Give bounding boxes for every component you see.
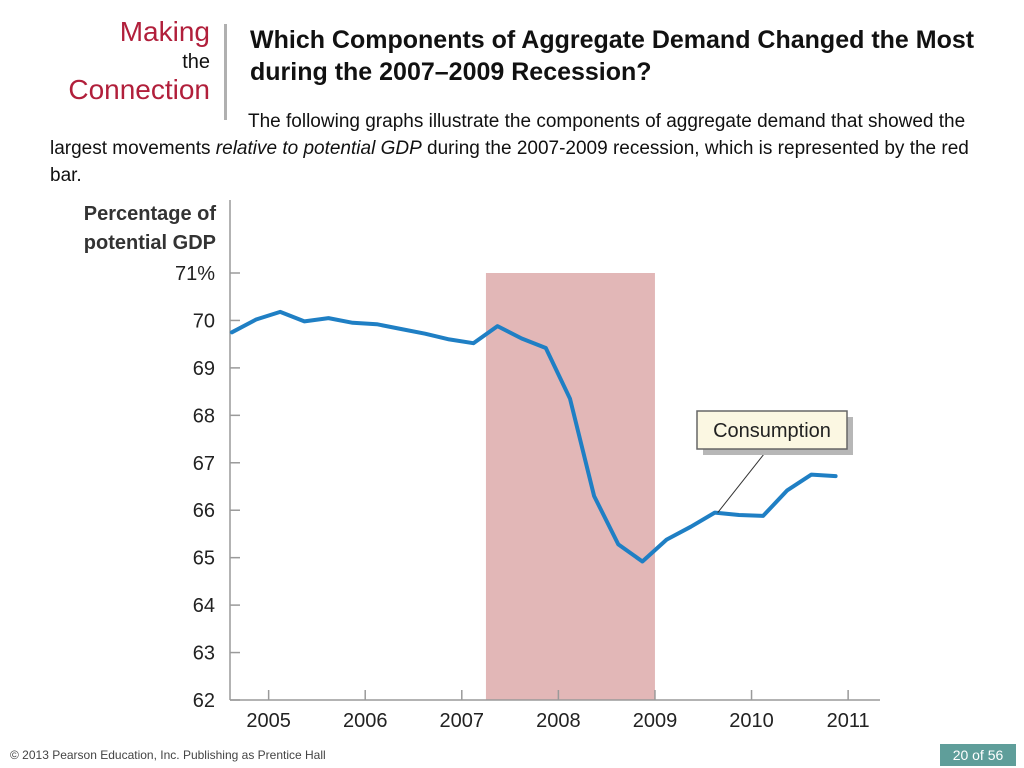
copyright-footer: © 2013 Pearson Education, Inc. Publishin… xyxy=(10,748,326,762)
y-tick-label: 68 xyxy=(193,405,215,427)
y-tick-label: 70 xyxy=(193,310,215,332)
x-tick-label: 2006 xyxy=(343,710,388,732)
y-tick-label: 63 xyxy=(193,643,215,665)
header-divider xyxy=(224,24,227,120)
y-tick-label: 62 xyxy=(193,690,215,712)
x-tick-label: 2005 xyxy=(246,710,291,732)
description-paragraph: The following graphs illustrate the comp… xyxy=(50,108,1005,189)
y-axis-label-line-2: potential GDP xyxy=(84,232,216,254)
x-tick-label: 2011 xyxy=(827,710,870,732)
description-italic: relative to potential GDP xyxy=(215,138,422,159)
slide-title: Which Components of Aggregate Demand Cha… xyxy=(250,26,975,86)
annotation-box xyxy=(696,410,848,450)
annotation-leader-line xyxy=(717,448,769,513)
y-tick-label: 64 xyxy=(193,595,215,617)
x-tick-label: 2008 xyxy=(536,710,581,732)
y-tick-label: 71% xyxy=(175,263,215,285)
connection-label: Connection xyxy=(68,74,210,105)
x-tick-label: 2010 xyxy=(729,710,774,732)
y-tick-label: 69 xyxy=(193,358,215,380)
recession-bar xyxy=(485,273,655,700)
y-tick-label: 65 xyxy=(193,548,215,570)
page-indicator: 20 of 56 xyxy=(940,744,1016,766)
description-part-2: during the 2007-2009 recession, which is… xyxy=(50,138,969,186)
x-tick-label: 2007 xyxy=(440,710,485,732)
annotation-label: Consumption xyxy=(713,420,831,442)
y-tick-label: 67 xyxy=(193,453,215,475)
consumption-chart: 62 63 64 65 66 67 68 69 70 71% 2005 2006 2007 2008 200… xyxy=(84,200,880,732)
x-tick-label: 2009 xyxy=(633,710,678,732)
y-tick-label: 66 xyxy=(193,500,215,522)
making-label: Making xyxy=(119,16,210,47)
consumption-series-line xyxy=(229,309,838,564)
description-part-1: The following graphs illustrate the comp… xyxy=(50,111,966,159)
the-label: the xyxy=(182,51,210,73)
y-axis-label-line-1: Percentage of xyxy=(84,203,217,225)
making-the-connection-label: Making the Connection xyxy=(40,18,210,104)
